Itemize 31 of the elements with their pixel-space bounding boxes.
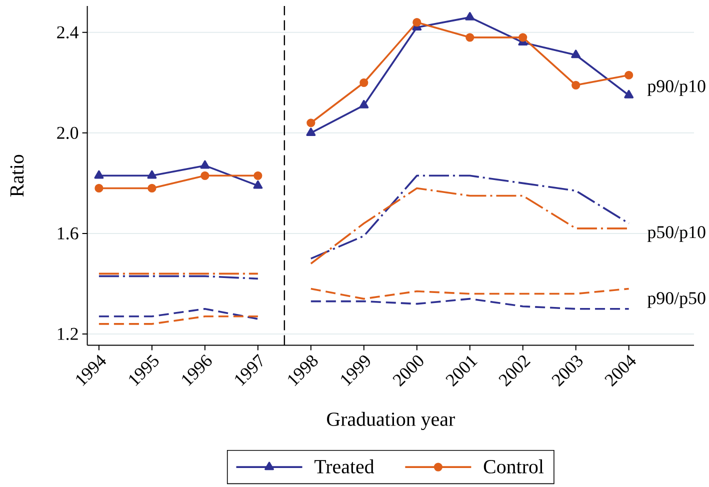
y-axis-title: Ratio — [10, 154, 24, 197]
point — [200, 160, 210, 169]
y-tick-label: 1.2 — [58, 328, 78, 340]
annotation: p90/p10 — [647, 80, 706, 96]
point — [518, 33, 528, 42]
point — [306, 128, 316, 136]
point — [94, 170, 104, 179]
point — [306, 118, 316, 128]
point — [412, 18, 422, 27]
point — [624, 90, 634, 98]
point — [359, 100, 369, 108]
point — [465, 12, 475, 20]
annotation: p50/p10 — [647, 226, 706, 242]
annotation: p90/p50 — [647, 292, 706, 308]
point — [466, 33, 474, 42]
legend-label: Treated — [314, 459, 374, 474]
legend-label: Control — [484, 459, 544, 474]
point — [147, 170, 157, 179]
point — [148, 184, 156, 193]
point — [572, 80, 580, 90]
y-tick-label: 2.0 — [57, 126, 78, 140]
y-tick-label: 2.4 — [57, 26, 78, 38]
y-tick-label: 1.6 — [58, 227, 78, 240]
point — [200, 171, 210, 180]
point — [360, 78, 368, 87]
point — [624, 70, 634, 80]
point — [254, 171, 262, 180]
x-axis-title: Graduation year — [327, 412, 455, 430]
point — [94, 184, 104, 193]
point — [571, 50, 581, 58]
point — [253, 180, 263, 189]
